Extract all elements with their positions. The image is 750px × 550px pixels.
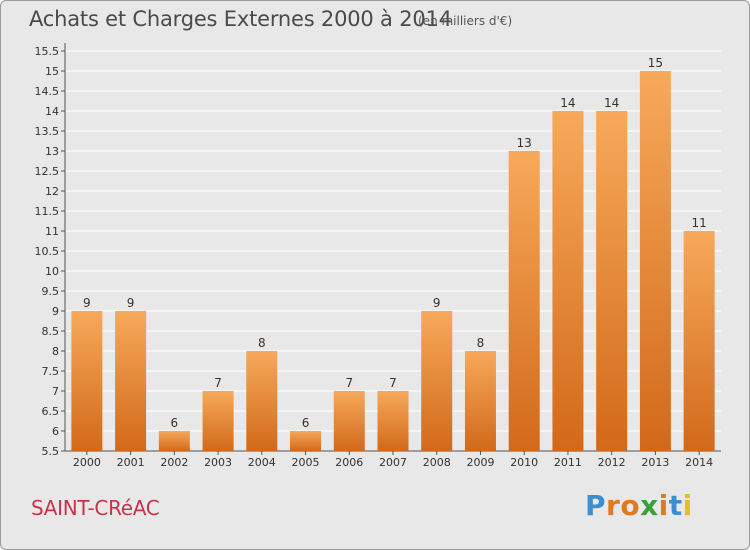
- y-tick-label: 8.5: [42, 325, 60, 338]
- proxiti-logo[interactable]: Proxiti: [585, 489, 693, 522]
- bar-2008: [421, 311, 453, 451]
- bar-2010: [508, 151, 540, 451]
- value-label-2005: 6: [302, 416, 310, 430]
- bar-2009: [464, 351, 496, 451]
- bar-2012: [596, 111, 628, 451]
- value-label-2009: 8: [477, 336, 485, 350]
- y-tick-label: 7: [52, 385, 59, 398]
- bar-2003: [202, 391, 234, 451]
- value-label-2010: 13: [517, 136, 532, 150]
- y-tick-label: 7.5: [42, 365, 60, 378]
- bar-2007: [377, 391, 409, 451]
- value-label-2008: 9: [433, 296, 441, 310]
- logo-letter: i: [658, 489, 669, 522]
- value-label-2012: 14: [604, 96, 619, 110]
- y-tick-label: 6: [52, 425, 59, 438]
- data-labels: 9 9 6 7 8 6 7 7 9 8 13 14 14 15 11: [83, 56, 707, 430]
- logo-letter: o: [620, 489, 641, 522]
- value-label-2014: 11: [691, 216, 706, 230]
- bar-2013: [639, 71, 671, 451]
- logo-letter: r: [606, 489, 621, 522]
- bar-2014: [683, 231, 715, 451]
- x-tick-label-2006: 2006: [335, 456, 363, 469]
- y-tick-label: 11.5: [35, 205, 60, 218]
- y-tick-label: 8: [52, 345, 59, 358]
- value-label-2007: 7: [389, 376, 397, 390]
- logo-letter: i: [682, 489, 693, 522]
- value-label-2003: 7: [214, 376, 222, 390]
- y-tick-label: 15.5: [35, 45, 60, 58]
- y-tick-label: 10: [45, 265, 59, 278]
- y-tick-label: 12.5: [35, 165, 60, 178]
- y-tick-label: 9.5: [42, 285, 60, 298]
- bar-2002: [158, 431, 190, 451]
- bars: [71, 71, 715, 451]
- y-tick-label: 14.5: [35, 85, 60, 98]
- y-tick-label: 6.5: [42, 405, 60, 418]
- y-tick-label: 12: [45, 185, 59, 198]
- chart-subtitle: (en milliers d'€): [418, 14, 513, 28]
- bar-2005: [290, 431, 322, 451]
- x-tick-label-2010: 2010: [510, 456, 538, 469]
- logo-letter: x: [640, 489, 659, 522]
- x-tick-label-2009: 2009: [466, 456, 494, 469]
- x-tick-label-2002: 2002: [160, 456, 188, 469]
- x-tick-label-2007: 2007: [379, 456, 407, 469]
- bar-2011: [552, 111, 584, 451]
- x-tick-label-2013: 2013: [641, 456, 669, 469]
- chart-title: Achats et Charges Externes 2000 à 2014: [29, 7, 452, 31]
- x-tick-label-2012: 2012: [598, 456, 626, 469]
- y-tick-label: 13: [45, 145, 59, 158]
- bar-2000: [71, 311, 103, 451]
- x-tick-label-2014: 2014: [685, 456, 713, 469]
- logo-letter: t: [668, 489, 683, 522]
- y-tick-label: 13.5: [35, 125, 60, 138]
- y-tick-label: 11: [45, 225, 59, 238]
- value-label-2013: 15: [648, 56, 663, 70]
- y-tick-label: 10.5: [35, 245, 60, 258]
- x-tick-label-2003: 2003: [204, 456, 232, 469]
- y-tick-label: 9: [52, 305, 59, 318]
- x-tick-label-2011: 2011: [554, 456, 582, 469]
- logo-letter: P: [585, 489, 607, 522]
- value-label-2002: 6: [171, 416, 179, 430]
- bar-2001: [115, 311, 147, 451]
- y-tick-label: 14: [45, 105, 59, 118]
- value-label-2000: 9: [83, 296, 91, 310]
- value-label-2011: 14: [560, 96, 575, 110]
- x-tick-label-2000: 2000: [73, 456, 101, 469]
- value-label-2001: 9: [127, 296, 135, 310]
- value-label-2006: 7: [345, 376, 353, 390]
- y-tick-label: 15: [45, 65, 59, 78]
- x-tick-label-2005: 2005: [292, 456, 320, 469]
- bar-2004: [246, 351, 278, 451]
- x-tick-label-2001: 2001: [117, 456, 145, 469]
- bar-2006: [333, 391, 365, 451]
- y-tick-label: 5.5: [42, 445, 60, 458]
- x-tick-label-2008: 2008: [423, 456, 451, 469]
- commune-name: SAINT-CRéAC: [31, 496, 160, 520]
- x-tick-label-2004: 2004: [248, 456, 276, 469]
- value-label-2004: 8: [258, 336, 266, 350]
